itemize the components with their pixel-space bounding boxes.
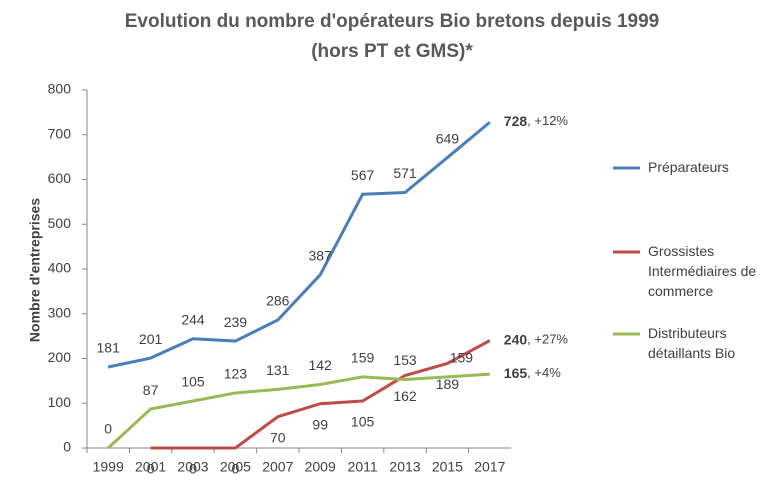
legend-line: Préparateurs bbox=[648, 159, 729, 175]
x-tick-label: 1999 bbox=[93, 459, 124, 475]
value-label: 571 bbox=[393, 165, 417, 181]
value-label: 162 bbox=[393, 388, 417, 404]
value-label: 159 bbox=[351, 350, 375, 366]
value-label: 286 bbox=[266, 293, 290, 309]
legend-line: commerce bbox=[648, 283, 714, 299]
value-label: 0 bbox=[189, 461, 197, 477]
legend-line: Grossistes bbox=[648, 243, 714, 259]
end-note: , +12% bbox=[527, 114, 568, 129]
x-tick-label: 2013 bbox=[389, 459, 420, 475]
value-label: 165 bbox=[504, 365, 528, 381]
value-label: 153 bbox=[393, 352, 417, 368]
y-axis-label: Nombre d'entreprises bbox=[27, 198, 43, 342]
y-tick-label: 200 bbox=[48, 349, 72, 365]
value-label: 0 bbox=[104, 421, 112, 437]
x-tick-label: 2017 bbox=[474, 459, 505, 475]
value-label: 189 bbox=[436, 376, 460, 392]
value-label: 728 bbox=[504, 113, 528, 129]
value-label: 70 bbox=[270, 429, 286, 445]
value-label: 87 bbox=[143, 382, 159, 398]
value-label: 131 bbox=[266, 362, 290, 378]
end-note: , +27% bbox=[527, 332, 568, 347]
value-label: 123 bbox=[224, 366, 248, 382]
value-label: 142 bbox=[309, 357, 333, 373]
x-tick-label: 2015 bbox=[432, 459, 463, 475]
y-tick-label: 600 bbox=[48, 170, 72, 186]
value-label: 159 bbox=[450, 350, 474, 366]
end-label: 165, +4% bbox=[504, 365, 561, 381]
y-tick-label: 400 bbox=[48, 260, 72, 276]
legend-label: Distributeurs détaillants Bio bbox=[648, 325, 735, 361]
end-label: 728, +12% bbox=[504, 113, 569, 129]
y-tick-label: 100 bbox=[48, 394, 72, 410]
line-series bbox=[107, 372, 490, 450]
value-label: 201 bbox=[139, 331, 163, 347]
y-tick-label: 700 bbox=[48, 125, 72, 141]
value-label: 105 bbox=[181, 374, 205, 390]
chart-subtitle: (hors PT et GMS)* bbox=[311, 41, 473, 62]
x-tick-label: 2011 bbox=[348, 459, 378, 475]
line-series bbox=[107, 121, 491, 369]
value-label: 240 bbox=[504, 331, 528, 347]
y-tick-label: 300 bbox=[48, 304, 72, 320]
value-label: 649 bbox=[436, 130, 460, 146]
chart-title: Evolution du nombre d'opérateurs Bio bre… bbox=[125, 11, 660, 32]
y-tick-label: 800 bbox=[48, 81, 72, 97]
value-label: 387 bbox=[309, 248, 333, 264]
legend-line: détaillants Bio bbox=[648, 345, 735, 361]
end-label: 240, +27% bbox=[504, 331, 569, 347]
legend-label: Grossistes Intermédiaires de commerce bbox=[648, 243, 756, 299]
x-tick-label: 2001 bbox=[135, 459, 166, 475]
legend-line: Intermédiaires de bbox=[648, 263, 756, 279]
line-series bbox=[150, 339, 491, 450]
legend-label: Préparateurs bbox=[648, 159, 729, 175]
value-label: 181 bbox=[97, 340, 121, 356]
end-note: , +4% bbox=[527, 366, 561, 381]
value-label: 0 bbox=[232, 461, 240, 477]
value-label: 105 bbox=[351, 414, 375, 430]
x-tick-label: 2003 bbox=[177, 459, 208, 475]
x-tick-label: 2009 bbox=[305, 459, 336, 475]
value-label: 239 bbox=[224, 314, 248, 330]
value-label: 244 bbox=[181, 312, 205, 328]
value-label: 567 bbox=[351, 167, 375, 183]
x-tick-label: 2007 bbox=[262, 459, 293, 475]
x-tick-label: 2005 bbox=[220, 459, 251, 475]
value-label: 99 bbox=[312, 416, 328, 432]
value-label: 0 bbox=[147, 461, 155, 477]
legend-line: Distributeurs bbox=[648, 325, 727, 341]
y-tick-label: 0 bbox=[63, 439, 71, 455]
y-tick-label: 500 bbox=[48, 215, 72, 231]
